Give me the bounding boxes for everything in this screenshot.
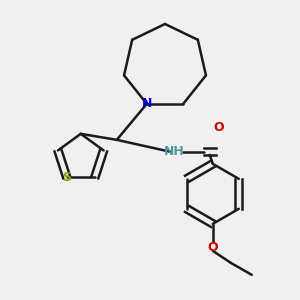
Text: NH: NH: [164, 145, 184, 158]
Text: S: S: [62, 171, 71, 184]
Text: O: O: [214, 121, 224, 134]
Text: N: N: [142, 97, 152, 110]
Text: O: O: [208, 241, 218, 254]
